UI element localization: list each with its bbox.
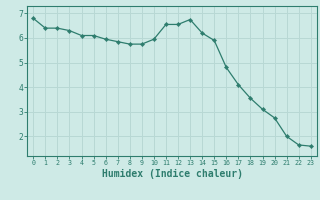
X-axis label: Humidex (Indice chaleur): Humidex (Indice chaleur) (101, 169, 243, 179)
